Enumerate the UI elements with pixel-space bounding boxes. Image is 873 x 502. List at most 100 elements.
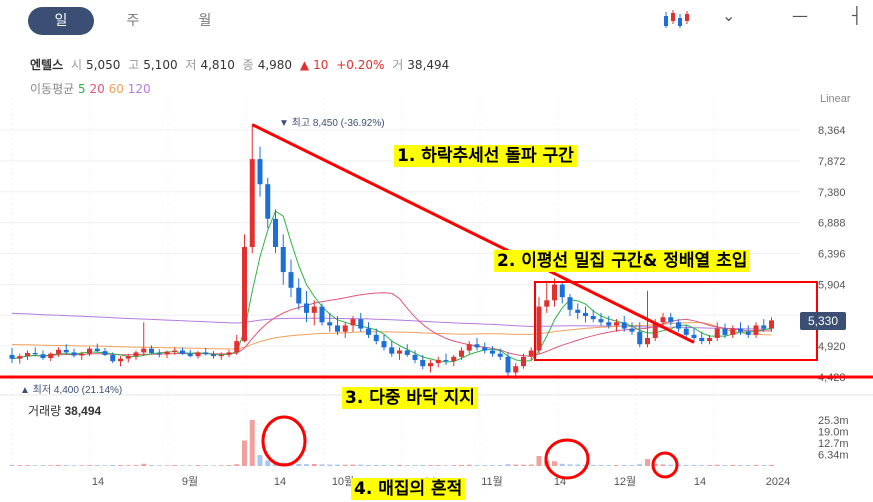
chevron-down-icon[interactable]: ⌄ <box>722 6 736 25</box>
candle-body <box>598 319 604 323</box>
open-value: 5,050 <box>86 58 121 72</box>
candle-body <box>420 359 426 367</box>
candle-body <box>203 352 209 355</box>
candle-body <box>451 356 457 362</box>
volume-bar <box>327 464 333 466</box>
volume-bar <box>118 465 123 466</box>
volume-bar <box>590 464 596 466</box>
candle-body <box>280 246 286 273</box>
candle-body <box>521 356 526 367</box>
volume-bar <box>660 464 666 466</box>
annotation-3: 3. 다중 바닥 지지 <box>342 387 478 409</box>
candle-body <box>234 341 240 353</box>
moving-average-legend: 이동평균 5 20 60 120 <box>30 80 151 97</box>
tab-day[interactable]: 일 <box>28 7 94 35</box>
price-info: 엔텔스 시 5,050 고 5,100 저 4,810 종 4,980 ▲ 10 +0.2… <box>30 56 453 73</box>
annotation-2: 2. 이평선 밀집 구간& 정배열 초입 <box>494 250 751 272</box>
volume-bar <box>753 464 759 466</box>
candle-body <box>288 272 294 288</box>
candle-body <box>218 354 224 357</box>
candle-body <box>559 284 565 298</box>
ma-120: 120 <box>127 82 151 96</box>
candle-body <box>691 334 697 338</box>
expand-icon[interactable]: ┤ <box>852 6 862 25</box>
volume-bar <box>319 464 325 466</box>
volume-bar <box>714 464 720 466</box>
downtrend-line <box>251 123 695 344</box>
candle-body <box>71 352 77 356</box>
volume-label: 거 <box>392 58 404 72</box>
volume-bar <box>466 464 472 466</box>
volume-bar <box>48 465 54 466</box>
candle-body <box>63 349 69 353</box>
x-tick-label: 14 <box>92 476 104 488</box>
volume-bar <box>575 464 581 466</box>
volume-bar <box>71 465 77 466</box>
candle-body <box>40 354 46 359</box>
candle-body <box>761 325 767 329</box>
x-tick-label: 14 <box>694 476 706 488</box>
candle-body <box>435 359 441 364</box>
minimize-icon[interactable]: — <box>792 6 808 25</box>
volume-bar <box>676 464 681 466</box>
candle-body <box>637 331 643 345</box>
volume-bar <box>242 440 247 466</box>
volume-bar <box>342 464 348 466</box>
ma120-line <box>11 312 772 330</box>
volume-circle-3 <box>651 451 679 479</box>
candle-body <box>180 350 185 354</box>
volume-bar <box>629 465 635 466</box>
candle-body <box>614 322 619 326</box>
volume-bar <box>404 465 410 466</box>
candle-body <box>94 348 100 352</box>
volume-bar <box>9 464 15 466</box>
volume-bar <box>87 465 92 466</box>
volume-tick-label: 25.3m <box>818 415 849 427</box>
candle-body <box>149 348 154 354</box>
ma20-line <box>11 292 772 360</box>
candle-body <box>25 353 30 357</box>
candle-body <box>141 348 147 353</box>
volume-bar <box>234 464 240 466</box>
candle-body <box>552 284 557 301</box>
high-marker: ▼ 최고 8,450 (-36.92%) <box>279 118 385 129</box>
tab-week[interactable]: 주 <box>126 13 140 29</box>
candle-body <box>87 348 92 354</box>
candle-body <box>79 353 85 356</box>
candle-body <box>497 353 503 357</box>
volume-tick-label: 6.34m <box>818 449 849 461</box>
volume-bar <box>218 465 224 466</box>
volume-bar <box>505 464 511 466</box>
candle-body <box>311 306 317 313</box>
volume-bar <box>730 464 736 466</box>
volume-bar <box>249 420 255 466</box>
volume-bar <box>637 464 643 466</box>
candle-body <box>249 159 255 247</box>
candle-body <box>381 341 387 348</box>
top-toolbar: 일 주 월 ⌄ — ┤ <box>0 0 873 42</box>
volume-bar <box>389 465 395 466</box>
y-tick-label: 6,396 <box>818 249 846 261</box>
candle-body <box>404 350 410 355</box>
volume-bar <box>56 464 61 466</box>
volume-bar <box>125 465 131 466</box>
volume-bar <box>25 465 30 466</box>
volume-bar <box>769 464 774 466</box>
volume-bar <box>451 465 457 466</box>
candle-body <box>474 344 480 348</box>
volume-circle-2 <box>544 438 590 480</box>
candle-body <box>575 309 581 313</box>
candle-body <box>226 352 232 355</box>
candle-body <box>389 347 395 354</box>
change-value: 10 <box>313 58 329 72</box>
tab-month[interactable]: 월 <box>198 13 212 29</box>
candle-body <box>48 353 54 359</box>
volume-bar <box>110 464 116 466</box>
candle-body <box>567 297 573 310</box>
volume-bar <box>443 465 449 466</box>
volume-bar <box>32 465 38 466</box>
candle-body <box>505 356 511 373</box>
volume-circle-1 <box>261 415 307 467</box>
candlestick-icon[interactable] <box>662 8 692 34</box>
